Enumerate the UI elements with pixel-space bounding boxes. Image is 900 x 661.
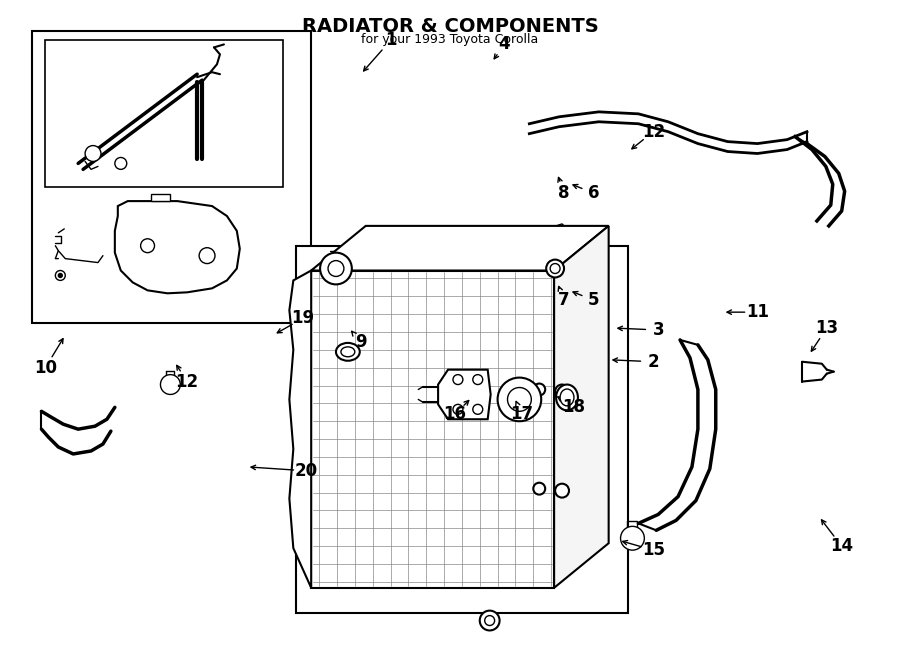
Bar: [32, 30, 311, 323]
Text: 8: 8: [558, 184, 570, 202]
Text: 1: 1: [385, 32, 396, 50]
Text: 5: 5: [588, 292, 599, 309]
Bar: [311, 270, 554, 588]
Bar: [45, 40, 284, 187]
Text: 9: 9: [355, 333, 366, 351]
Circle shape: [320, 253, 352, 284]
Text: 12: 12: [642, 123, 665, 141]
Text: 13: 13: [815, 319, 839, 337]
Circle shape: [546, 260, 564, 278]
Text: 12: 12: [176, 373, 199, 391]
Polygon shape: [115, 201, 239, 293]
Text: 2: 2: [647, 353, 659, 371]
Circle shape: [621, 526, 644, 550]
Circle shape: [199, 248, 215, 264]
Text: 6: 6: [588, 184, 599, 202]
Text: 18: 18: [562, 399, 585, 416]
Circle shape: [453, 405, 463, 414]
Circle shape: [160, 375, 180, 395]
Circle shape: [55, 270, 66, 280]
Circle shape: [534, 383, 545, 395]
Text: 20: 20: [294, 462, 318, 480]
Text: 15: 15: [642, 541, 665, 559]
Circle shape: [328, 260, 344, 276]
Circle shape: [534, 483, 545, 494]
Circle shape: [555, 385, 569, 399]
Circle shape: [472, 375, 482, 385]
Polygon shape: [150, 194, 170, 201]
Text: RADIATOR & COMPONENTS: RADIATOR & COMPONENTS: [302, 17, 598, 36]
Circle shape: [140, 239, 155, 253]
Text: for your 1993 Toyota Corolla: for your 1993 Toyota Corolla: [362, 32, 538, 46]
Circle shape: [58, 274, 62, 278]
Text: 4: 4: [499, 36, 510, 54]
Text: 14: 14: [830, 537, 853, 555]
Polygon shape: [554, 226, 608, 588]
Circle shape: [453, 375, 463, 385]
Circle shape: [472, 405, 482, 414]
Text: 7: 7: [558, 292, 570, 309]
Circle shape: [115, 157, 127, 169]
Circle shape: [480, 611, 500, 631]
Circle shape: [508, 387, 531, 411]
Ellipse shape: [336, 343, 360, 361]
Ellipse shape: [556, 385, 578, 410]
Text: 17: 17: [509, 405, 533, 423]
Circle shape: [550, 264, 560, 274]
Polygon shape: [438, 369, 491, 419]
Ellipse shape: [560, 389, 574, 406]
Text: 16: 16: [444, 405, 466, 423]
Text: 19: 19: [292, 309, 315, 327]
Circle shape: [498, 377, 541, 421]
Circle shape: [555, 484, 569, 498]
Polygon shape: [290, 270, 311, 588]
Text: 3: 3: [652, 321, 664, 339]
Ellipse shape: [341, 347, 355, 357]
Polygon shape: [311, 226, 608, 270]
Text: 10: 10: [34, 359, 57, 377]
Bar: [296, 246, 628, 613]
Circle shape: [86, 145, 101, 161]
Circle shape: [485, 615, 495, 625]
Text: 11: 11: [746, 303, 769, 321]
